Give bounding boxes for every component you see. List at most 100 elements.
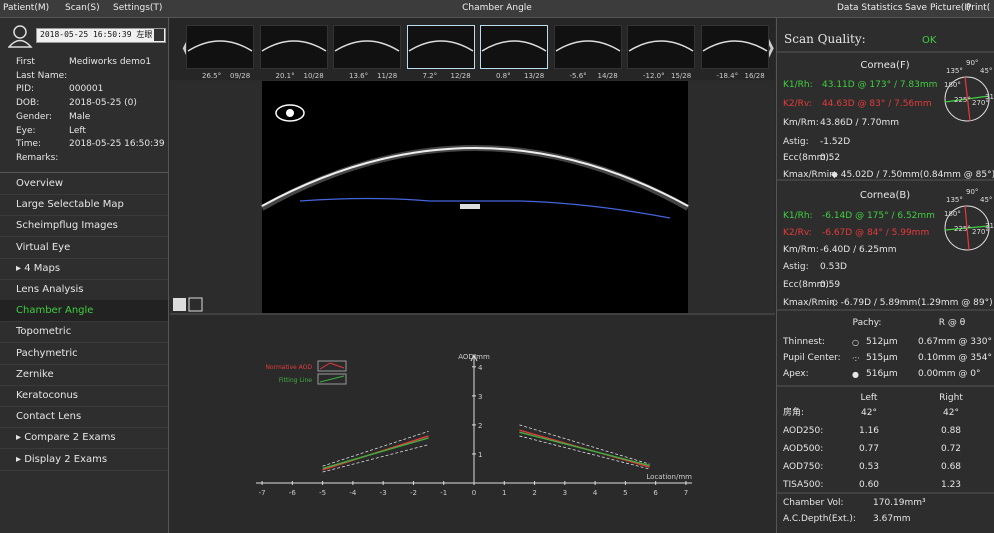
row-value: -6.67D @ 84° / 5.99mm (822, 228, 930, 238)
thumb-index: 09/28 (230, 72, 251, 80)
aod-chart: -7 -6 -5 -4 -3 -2 -1 0 1 2 3 4 5 6 7 1 2 3 4 AOD/mm Location… (256, 353, 692, 497)
x-tick-label: -3 (380, 489, 387, 497)
nav-row[interactable] (0, 258, 168, 280)
x-tick-label: -6 (289, 489, 297, 497)
exam-dropdown[interactable] (36, 28, 166, 43)
thumbnail[interactable] (259, 25, 328, 69)
dropdown-arrow[interactable] (154, 29, 164, 41)
nav-item[interactable]: ▸ 4 Maps (16, 262, 61, 274)
nav-item[interactable]: Contact Lens (16, 411, 82, 423)
angle-left: 1.16 (858, 426, 880, 436)
x-tick-label: -7 (259, 489, 266, 497)
nav-item[interactable]: ▸ Compare 2 Exams (16, 432, 116, 444)
scan-quality-label: Scan Quality: (784, 32, 866, 46)
axis-angle-label: 135° (946, 196, 963, 204)
menu-item[interactable]: Patient(M) (3, 3, 50, 13)
field-label: PID: (16, 84, 35, 95)
axis-angle-label: 90° (966, 188, 979, 196)
pachy-header: Pachy: (852, 318, 882, 328)
section-title: Cornea(F) (860, 60, 910, 71)
nav-item[interactable]: Virtual Eye (16, 241, 71, 253)
nav-item[interactable]: Chamber Angle (16, 305, 94, 317)
angle-right: 0.68 (940, 462, 962, 472)
y-tick-label: 3 (478, 393, 482, 401)
chamber-value: 3.67mm (873, 514, 911, 524)
angle-header: Left (860, 393, 878, 403)
x-tick-label: 6 (653, 489, 658, 497)
nav-row[interactable] (0, 194, 168, 217)
x-tick-label: 7 (684, 489, 688, 497)
nav-row[interactable] (0, 237, 168, 259)
nav-item[interactable]: Lens Analysis (16, 284, 84, 295)
thumb-index: 13/28 (524, 72, 545, 80)
thumbnail[interactable] (186, 25, 254, 69)
nav-row[interactable] (0, 385, 168, 407)
thumb-angle: -5.6° (569, 72, 587, 80)
right-panel (776, 18, 994, 533)
x-tick-label: -4 (349, 489, 357, 497)
series-line (322, 424, 650, 467)
angle-left: 42° (861, 408, 877, 418)
nav-item[interactable]: Scheimpflug Images (16, 220, 118, 232)
nav-item[interactable]: Topometric (16, 326, 72, 338)
nav-row[interactable] (0, 321, 168, 344)
axis-angle-label: 270° (972, 228, 989, 236)
menu-item[interactable]: Scan(S) (65, 3, 100, 13)
nav-item[interactable]: Zernike (16, 368, 54, 380)
nav-item[interactable]: Keratoconus (16, 390, 78, 401)
nav-item[interactable]: Overview (16, 178, 64, 189)
user-icon (8, 25, 33, 48)
thumb-index: 15/28 (671, 72, 692, 80)
thumbnail[interactable] (406, 25, 475, 69)
thumbnail[interactable] (480, 25, 548, 69)
nav-row[interactable] (0, 343, 168, 365)
field-label: Gender: (16, 111, 53, 122)
section-title: Cornea(B) (859, 190, 911, 201)
y-tick-label: 2 (478, 422, 482, 430)
exam-select: 2018-05-25 16:50:39 左眼 (40, 30, 153, 39)
menu-item[interactable]: Settings(T) (113, 3, 163, 13)
field-value: Male (69, 111, 91, 122)
menu-item[interactable]: Save Picture(I) (905, 3, 971, 13)
thumbnail[interactable] (627, 25, 695, 69)
thumb-angle: -18.4° (716, 72, 739, 80)
angle-right: 0.72 (940, 444, 962, 454)
pachy-symbol: ○ (852, 338, 859, 347)
pachy-value: 512μm (866, 337, 898, 347)
nav-row[interactable] (0, 406, 168, 429)
axis-angle-label: 180° (944, 81, 961, 89)
nav-row[interactable] (0, 364, 168, 386)
x-axis-title: Location/mm (646, 473, 692, 481)
nav-row[interactable] (0, 215, 168, 238)
nav-item[interactable]: Large Selectable Map (16, 199, 124, 211)
thumbnail[interactable] (333, 25, 401, 69)
angle-right: 1.23 (940, 480, 962, 490)
x-tick-label: 0 (472, 489, 476, 497)
nav-row[interactable] (0, 173, 168, 195)
thumbnail[interactable] (700, 25, 769, 69)
row-value: -1.52D (820, 137, 851, 147)
menu-item[interactable]: Print( (966, 3, 991, 13)
nav-item[interactable]: Pachymetric (16, 347, 78, 359)
row-label: Kmax/Rmin: (783, 170, 838, 180)
field-label: Time: (16, 139, 42, 150)
pachy-value: 515μm (866, 353, 898, 363)
field-label: Last Name: (16, 70, 68, 81)
thumb-angle: 20.1° (275, 72, 295, 80)
menu-item[interactable]: Data Statistics (837, 3, 903, 13)
row-value: 44.63D @ 83° / 7.56mm (822, 99, 932, 109)
axis-angle-label: 315° (985, 93, 994, 101)
nav-row[interactable] (0, 300, 168, 323)
thumbnail[interactable] (553, 25, 622, 69)
field-value: 2018-05-25 16:50:39 (69, 139, 165, 150)
field-value: 2018-05-25 (0) (69, 98, 137, 109)
thumb-index: 11/28 (377, 72, 398, 80)
x-tick-label: -1 (440, 489, 447, 497)
nav-row[interactable] (0, 449, 168, 471)
nav-row[interactable] (0, 427, 168, 450)
axis-angle-label: 270° (972, 99, 989, 107)
nav-item[interactable]: ▸ Display 2 Exams (16, 453, 108, 465)
row-label: Astig: (783, 262, 809, 272)
field-value: Mediworks demo1 (69, 57, 152, 67)
